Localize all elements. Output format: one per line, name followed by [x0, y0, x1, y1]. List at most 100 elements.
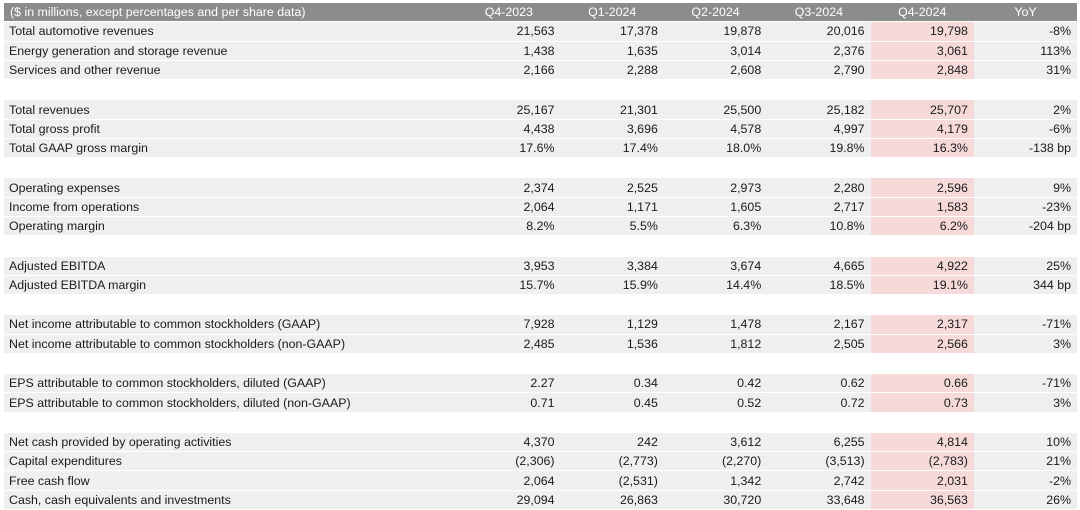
cell-q3-2024: 2,167: [767, 314, 871, 335]
cell-q4-2024: 1,583: [870, 197, 974, 218]
cell-q4-2023: 2.27: [457, 373, 561, 394]
cell-q4-2024: 2,031: [870, 470, 974, 491]
table-row: Total gross profit 4,438 3,696 4,578 4,997 4,…: [4, 119, 1077, 139]
cell-q2-2024: 25,500: [663, 99, 768, 120]
table-row: Free cash flow 2,064 (2,531) 1,342 2,742 2,03…: [4, 470, 1077, 491]
cell-yoy: -71%: [973, 314, 1077, 335]
cell-yoy: -6%: [973, 119, 1077, 139]
cell-q3-2024: (3,513): [767, 451, 871, 472]
cell-q4-2023: 8.2%: [457, 216, 561, 237]
row-label: EPS attributable to common stockholders,…: [4, 392, 458, 413]
table-row: EPS attributable to common stockholders,…: [4, 373, 1077, 394]
cell-q1-2024: 3,384: [560, 256, 664, 276]
cell-q2-2024: 3,674: [663, 256, 768, 276]
table-row: Net cash provided by operating activitie…: [4, 432, 1077, 453]
cell-yoy: -2%: [973, 470, 1077, 491]
cell-q4-2024: 25,707: [870, 99, 974, 120]
spacer-cell: [4, 353, 1077, 375]
cell-q1-2024: 0.45: [560, 392, 664, 413]
cell-yoy: 3%: [973, 334, 1077, 354]
cell-q1-2024: 2,288: [560, 60, 664, 81]
cell-yoy: 3%: [973, 392, 1077, 413]
cell-q3-2024: 18.5%: [767, 275, 871, 296]
cell-q3-2024: 2,717: [767, 197, 871, 218]
table-row: Adjusted EBITDA 3,953 3,384 3,674 4,665 4,922…: [4, 256, 1077, 276]
group-spacer: [4, 294, 1077, 316]
group-spacer: [4, 412, 1077, 433]
cell-q4-2024: 4,814: [870, 432, 974, 453]
cell-q3-2024: 19.8%: [767, 138, 871, 159]
cell-q4-2024: 19,798: [870, 21, 974, 42]
row-label: Total GAAP gross margin: [4, 138, 458, 159]
group-spacer: [4, 79, 1077, 101]
cell-q1-2024: 21,301: [560, 99, 664, 120]
cell-yoy: 10%: [973, 432, 1077, 453]
cell-q2-2024: 19,878: [663, 21, 768, 42]
table-row: Adjusted EBITDA margin 15.7% 15.9% 14.4% 18.…: [4, 275, 1077, 296]
cell-q1-2024: 5.5%: [560, 216, 664, 237]
cell-q3-2024: 20,016: [767, 21, 871, 42]
cell-yoy: -204 bp: [973, 216, 1077, 237]
header-q1-2024: Q1-2024: [560, 3, 664, 23]
cell-q1-2024: 15.9%: [560, 275, 664, 296]
cell-q4-2024: 0.73: [870, 392, 974, 413]
header-row: ($ in millions, except percentages and p…: [4, 3, 1077, 23]
row-label: Net cash provided by operating activitie…: [4, 432, 458, 453]
table-row: Cash, cash equivalents and investments 29…: [4, 490, 1077, 510]
cell-q4-2024: 16.3%: [870, 138, 974, 159]
cell-q1-2024: 242: [560, 432, 664, 453]
cell-q1-2024: 0.34: [560, 373, 664, 394]
cell-q4-2024: (2,783): [870, 451, 974, 472]
header-q3-2024: Q3-2024: [767, 3, 871, 23]
cell-q2-2024: 2,973: [663, 177, 768, 198]
group-spacer: [4, 157, 1077, 179]
row-label: Net income attributable to common stockh…: [4, 314, 458, 335]
cell-q2-2024: 1,342: [663, 470, 768, 491]
cell-q2-2024: 3,014: [663, 41, 768, 61]
row-label: Cash, cash equivalents and investments: [4, 490, 458, 510]
cell-q2-2024: 18.0%: [663, 138, 768, 159]
table-row: Net income attributable to common stockh…: [4, 334, 1077, 354]
cell-q4-2023: 25,167: [457, 99, 561, 120]
group-spacer: [4, 235, 1077, 257]
cell-yoy: 26%: [973, 490, 1077, 510]
cell-q4-2024: 2,848: [870, 60, 974, 81]
cell-q1-2024: (2,531): [560, 470, 664, 491]
cell-yoy: 113%: [973, 41, 1077, 61]
table-row: Operating expenses 2,374 2,525 2,973 2,280 2,…: [4, 177, 1077, 198]
cell-q3-2024: 2,280: [767, 177, 871, 198]
cell-q2-2024: 1,478: [663, 314, 768, 335]
cell-q3-2024: 2,505: [767, 334, 871, 354]
table-row: Net income attributable to common stockh…: [4, 314, 1077, 335]
cell-q4-2023: 21,563: [457, 21, 561, 42]
cell-q2-2024: 0.42: [663, 373, 768, 394]
row-label: EPS attributable to common stockholders,…: [4, 373, 458, 394]
cell-q3-2024: 2,790: [767, 60, 871, 81]
cell-q1-2024: 26,863: [560, 490, 664, 510]
cell-q4-2024: 4,922: [870, 256, 974, 276]
cell-q1-2024: 1,635: [560, 41, 664, 61]
cell-q4-2023: 4,370: [457, 432, 561, 453]
cell-q1-2024: 17.4%: [560, 138, 664, 159]
row-label: Total revenues: [4, 99, 458, 120]
row-label: Net income attributable to common stockh…: [4, 334, 458, 354]
cell-q3-2024: 0.72: [767, 392, 871, 413]
cell-q1-2024: 1,536: [560, 334, 664, 354]
cell-yoy: 344 bp: [973, 275, 1077, 296]
cell-yoy: -8%: [973, 21, 1077, 42]
spacer-cell: [4, 157, 1077, 179]
cell-q3-2024: 33,648: [767, 490, 871, 510]
cell-q4-2024: 0.66: [870, 373, 974, 394]
cell-yoy: -138 bp: [973, 138, 1077, 159]
cell-q3-2024: 10.8%: [767, 216, 871, 237]
row-label: Services and other revenue: [4, 60, 458, 81]
row-label: Energy generation and storage revenue: [4, 41, 458, 61]
cell-q3-2024: 25,182: [767, 99, 871, 120]
cell-yoy: 21%: [973, 451, 1077, 472]
cell-q4-2023: 2,374: [457, 177, 561, 198]
row-label: Operating expenses: [4, 177, 458, 198]
spacer-cell: [4, 294, 1077, 316]
cell-q3-2024: 0.62: [767, 373, 871, 394]
cell-q4-2024: 6.2%: [870, 216, 974, 237]
cell-q4-2024: 36,563: [870, 490, 974, 510]
